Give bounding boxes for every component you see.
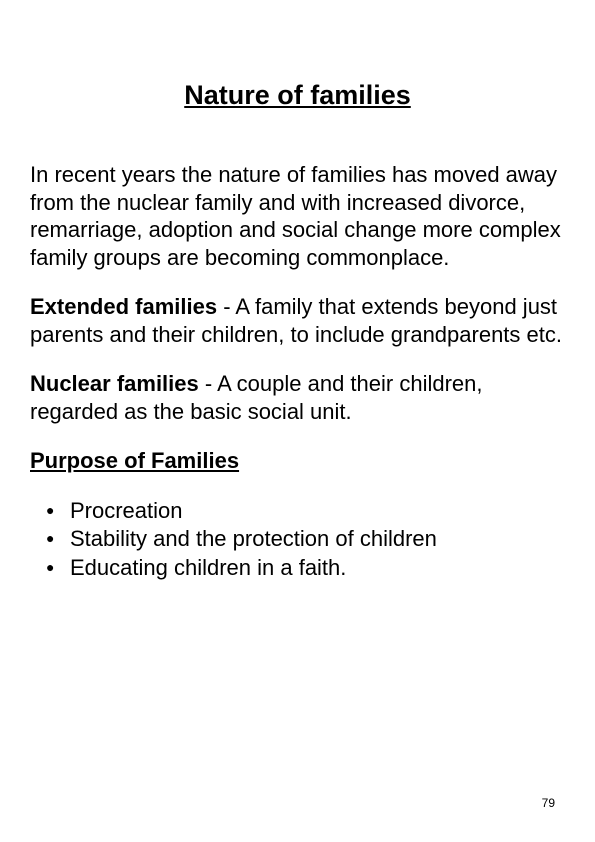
page-number: 79 — [542, 796, 555, 810]
purpose-list: Procreation Stability and the protection… — [30, 497, 565, 583]
purpose-heading: Purpose of Families — [30, 447, 565, 475]
definition-nuclear: Nuclear families - A couple and their ch… — [30, 370, 565, 425]
intro-paragraph: In recent years the nature of families h… — [30, 161, 565, 271]
term-extended: Extended families — [30, 294, 217, 319]
page-title: Nature of families — [30, 80, 565, 111]
list-item: Stability and the protection of children — [30, 525, 565, 554]
list-item: Procreation — [30, 497, 565, 526]
definition-extended: Extended families - A family that extend… — [30, 293, 565, 348]
list-item: Educating children in a faith. — [30, 554, 565, 583]
term-nuclear: Nuclear families — [30, 371, 199, 396]
